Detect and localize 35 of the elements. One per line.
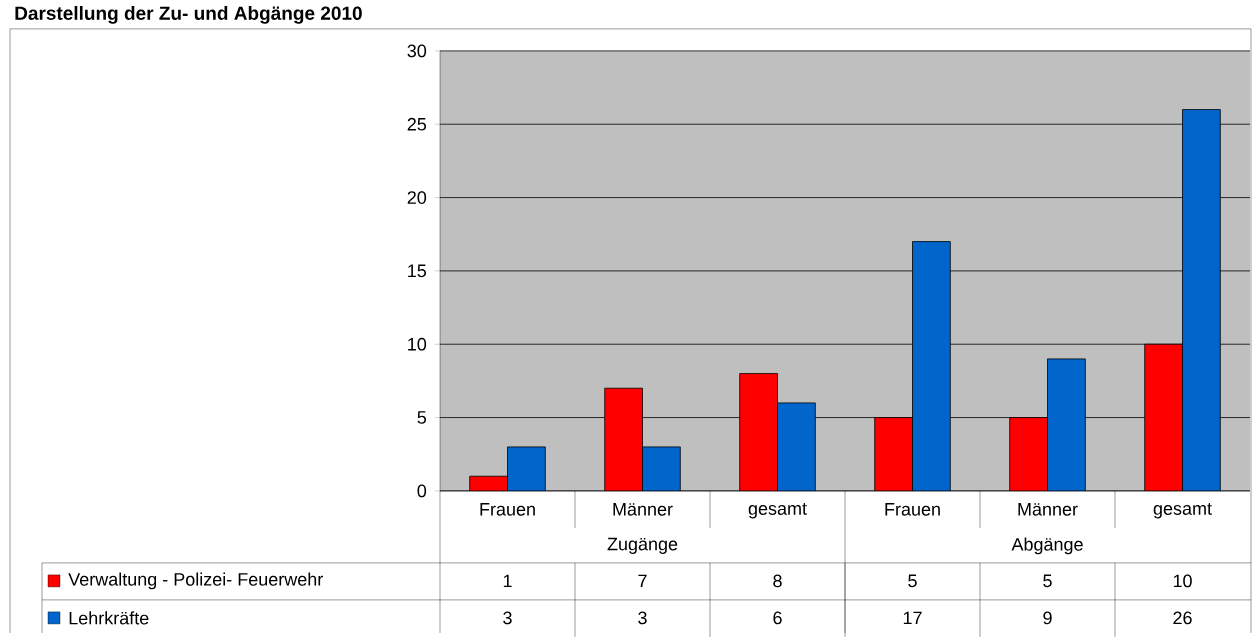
data-label: 9 — [1043, 611, 1052, 625]
data-label: 5 — [908, 574, 917, 588]
text: Zugänge — [607, 537, 678, 554]
bar — [1144, 343, 1183, 491]
y-tick-label: 25 — [407, 117, 427, 131]
data-label: 17 — [903, 611, 922, 625]
legend-label: Lehrkräfte — [69, 611, 149, 625]
x-tick-label: gesamt — [748, 503, 807, 519]
x-tick-label: Männer — [613, 503, 673, 516]
data-label: 5 — [1043, 574, 1052, 588]
data-label: 8 — [773, 574, 782, 588]
data-label: 26 — [1173, 611, 1192, 625]
data-label: 6 — [773, 611, 782, 625]
x-tick-label: gesamt — [1153, 503, 1212, 519]
y-tick-label: 30 — [407, 44, 427, 58]
legend-label: Verwaltung - Polizei- Feuerwehr — [68, 572, 323, 590]
y-tick-label: 0 — [417, 484, 427, 498]
text: Abgänge — [1011, 537, 1083, 555]
y-tick-label: 10 — [408, 337, 427, 351]
data-label: 1 — [503, 574, 512, 588]
bar — [739, 373, 778, 491]
data-label: 3 — [638, 611, 647, 625]
data-label: 7 — [638, 574, 647, 588]
bar — [604, 387, 643, 491]
bar — [874, 417, 913, 491]
y-tick-label: 20 — [407, 191, 427, 204]
x-tick-label: Frauen — [885, 503, 940, 516]
y-tick-label: 15 — [408, 264, 427, 278]
data-label: 3 — [503, 611, 512, 625]
x-tick-label: Frauen — [480, 503, 535, 516]
bar — [1009, 417, 1048, 491]
y-tick-label: 5 — [417, 411, 427, 424]
data-label: 10 — [1173, 574, 1192, 588]
x-tick-label: Männer — [1018, 503, 1078, 516]
text: Darstellung der Zu- und Abgänge 2010 — [15, 5, 362, 24]
